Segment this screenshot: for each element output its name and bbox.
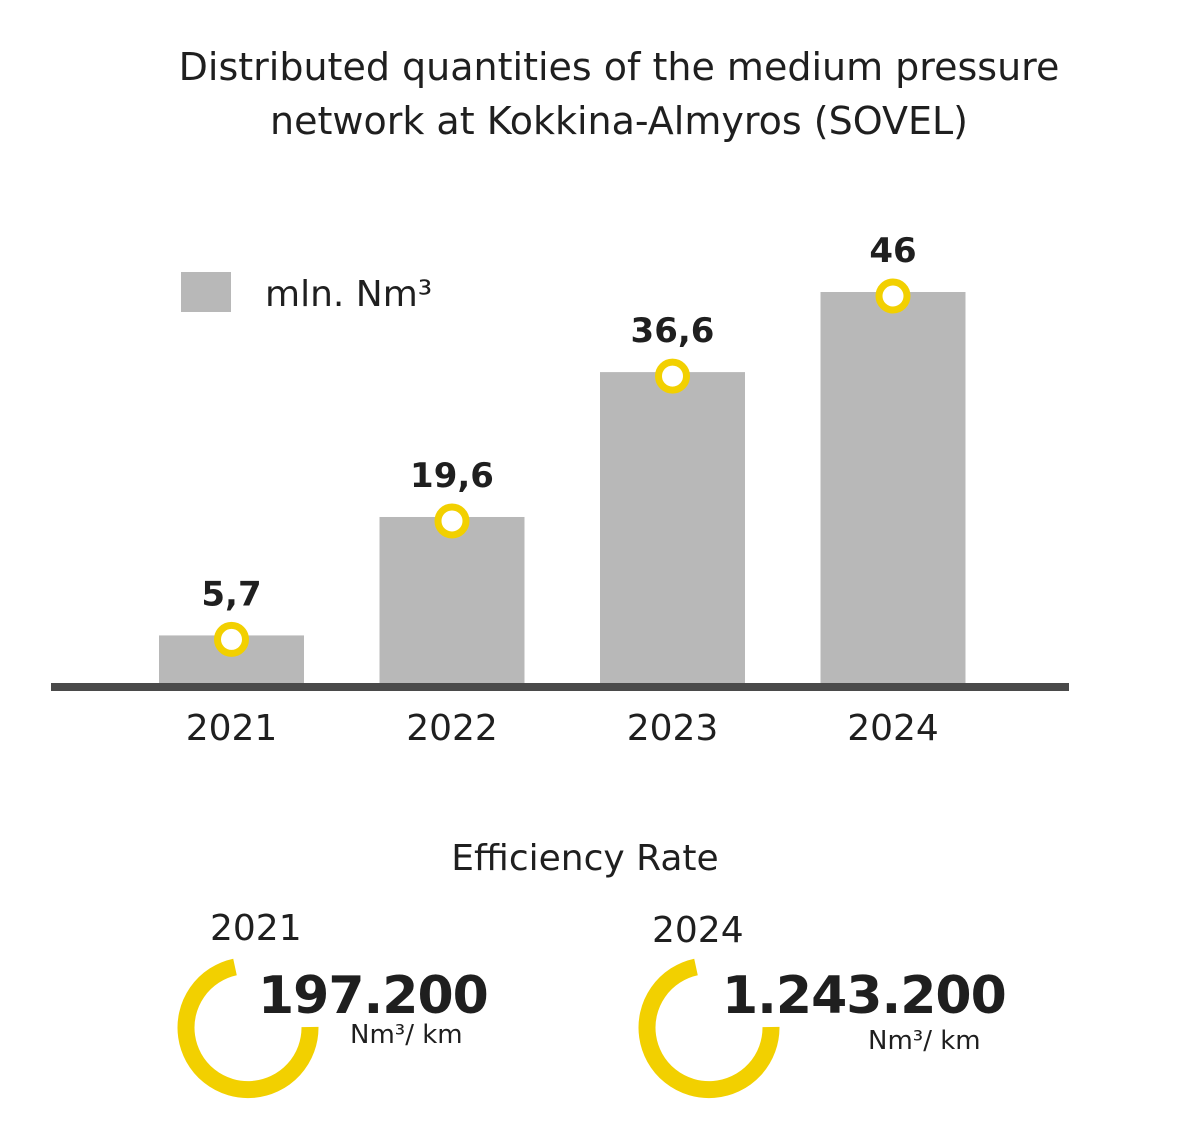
bars-layer (159, 278, 966, 684)
legend-label: mln. Nm³ (265, 274, 432, 315)
data-label-2024: 46 (869, 231, 916, 271)
bar-2022 (379, 516, 525, 684)
marker-2024 (875, 278, 911, 314)
x-tick-label-2024: 2024 (847, 708, 939, 749)
x-tick-label-2021: 2021 (186, 708, 278, 749)
efficiency-value: 1.243.200 (722, 966, 1007, 1026)
data-label-2023: 36,6 (631, 311, 715, 351)
efficiency-ring-icon (177, 958, 319, 1099)
chart-title-line-1: Distributed quantities of the medium pre… (178, 45, 1060, 89)
efficiency-unit: Nm³/ km (868, 1026, 981, 1056)
x-tick-label-2023: 2023 (627, 708, 719, 749)
marker-2023 (655, 358, 690, 394)
efficiency-unit: Nm³/ km (350, 1020, 463, 1050)
legend-swatch (181, 272, 231, 312)
bar-chart: mln. Nm³ 5,7 2021 19,6 2022 36,6 2023 46 2024 (51, 231, 1069, 749)
efficiency-value: 197.200 (258, 966, 489, 1026)
data-label-2021: 5,7 (201, 574, 261, 614)
chart-title: Distributed quantities of the medium pre… (0, 40, 1192, 148)
efficiency-year: 2021 (210, 908, 302, 949)
marker-2021 (214, 621, 249, 657)
bar-2024 (820, 292, 966, 684)
efficiency-year: 2024 (652, 910, 744, 951)
efficiency-title: Efficiency Rate (451, 838, 719, 879)
labels-layer: 5,7 2021 19,6 2022 36,6 2023 46 2024 (186, 231, 939, 749)
chart-title-line-2: network at Kokkina-Almyros (SOVEL) (270, 99, 968, 143)
x-tick-label-2022: 2022 (406, 708, 498, 749)
efficiency-ring-icon (638, 958, 780, 1099)
marker-2022 (434, 503, 470, 539)
data-label-2022: 19,6 (410, 456, 494, 496)
bar-2023 (600, 372, 745, 684)
